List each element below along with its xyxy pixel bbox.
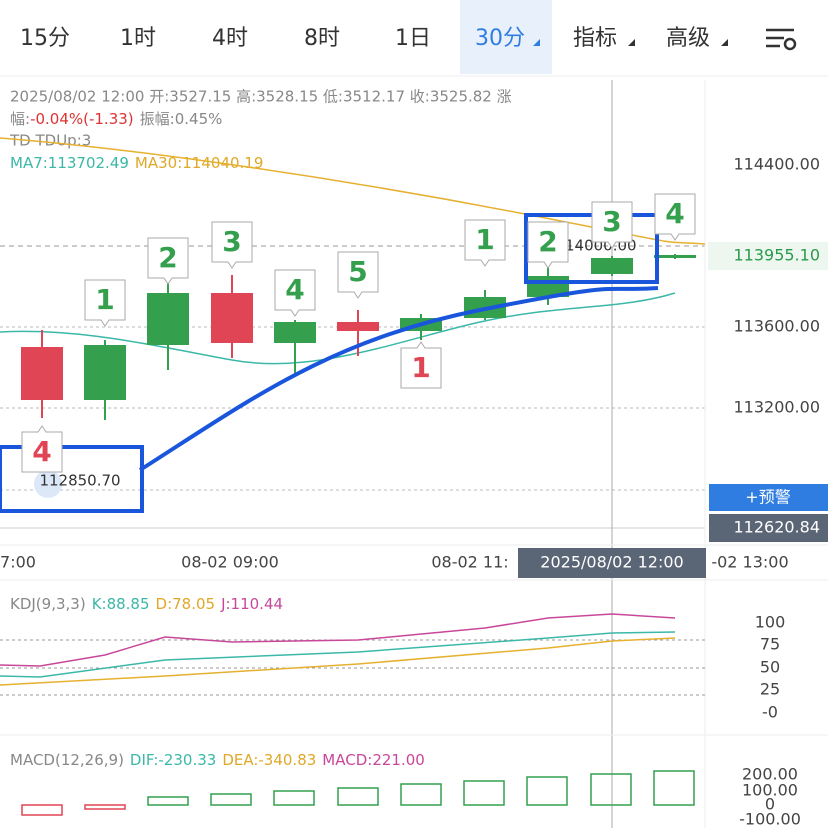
td-box [147,237,189,285]
ma30-line [0,137,706,245]
crosshair-time-bg [518,548,706,578]
td-label: 5 [348,255,367,288]
macd-info: MACD(12,26,9) DIF:-230.33 DEA:-340.83 MACD:… [10,751,425,769]
marker-dot [34,470,62,498]
candle-body [591,258,633,274]
macd-bar [463,780,505,806]
ma7-line [0,292,676,365]
tab[interactable]: 高级 [666,26,710,51]
kdj-tick: 25 [760,680,780,699]
td-box [464,219,506,267]
td-box [21,425,63,473]
kdj-j-line [0,613,676,667]
tab[interactable]: 8时 [304,26,340,51]
kdj-info: KDJ(9,3,3) K:88.85 D:78.05 J:110.44 [10,595,283,613]
candle-body [337,322,379,331]
current-price: 113955.10 [733,246,820,265]
tab[interactable]: 1时 [120,26,156,51]
td-label: 3 [602,205,621,238]
kdj-tick: 100 [755,613,786,632]
td-labels: 4 1 2 3 4 5 1 1 2 3 4 [21,193,696,473]
crosshair-price: 112620.84 [733,518,820,537]
td-label: 2 [158,241,177,274]
grid [0,245,705,491]
td-box [591,201,633,249]
drawn-curve [138,286,659,472]
td-box [84,279,126,327]
alert-button-bg[interactable] [709,484,828,511]
candle-body [147,293,189,345]
kdj-k-line [0,631,676,678]
td-label: 3 [222,225,241,258]
price-tick: 113200.00 [733,398,820,417]
alert-button[interactable]: +预警 [745,488,790,507]
macd-tick: 200.00 [742,765,798,784]
macd-bar [273,790,315,806]
tab[interactable]: 1日 [395,26,431,51]
td-label: 4 [285,273,304,306]
td-label: 4 [665,197,684,230]
macd-tick: -100.00 [739,810,801,828]
candle-body [21,347,63,400]
td-box [274,269,316,317]
candle-body [274,322,316,343]
price-tick: 114400.00 [733,155,820,174]
tab-active-bg [460,0,552,74]
td-box [400,341,442,389]
tab-caret [533,39,540,46]
macd-tick: 0 [765,795,775,814]
kdj-d-line [0,637,676,686]
change-info: 幅:-0.04%(-1.33) 振幅:0.45% [10,110,222,128]
crosshair-time: 2025/08/02 12:00 [540,553,683,572]
price-annotation: 112850.70 [39,472,120,490]
macd-bar [21,804,63,816]
kdj-tick: -0 [762,703,778,722]
macd-bar [590,773,632,806]
ohlc-info: 2025/08/02 12:00 开:3527.15 高:3528.15 低:3… [10,88,512,106]
macd-bar [210,793,252,806]
time-tick: 08-02 11: [431,553,508,572]
td-label: 1 [475,223,494,256]
candle-body [211,293,253,343]
td-label: 1 [95,283,114,316]
macd-tick: 100.00 [742,781,798,800]
td-label: 4 [32,435,51,468]
td-box [654,193,696,241]
tab-caret [628,39,635,46]
time-tick: -02 13:00 [711,553,788,572]
candle-body [84,345,126,400]
tab-bar: 15分 1时 4时 8时 1日 30分 指标 高级 [20,26,728,51]
time-tick: 08-02 09:00 [181,553,279,572]
crosshair-price-bg [709,514,828,542]
td-box [337,251,379,299]
td-label: 1 [411,351,430,384]
ma-info: MA7:113702.49 MA30:114040.19 [10,154,263,172]
macd-bar [84,804,126,810]
tab[interactable]: 指标 [573,26,617,51]
kdj-tick: 75 [760,635,780,654]
td-box [527,221,569,269]
tab[interactable]: 4时 [212,26,248,51]
macd-bar [337,787,379,806]
highlight-box [0,445,144,513]
current-price-bg [708,242,828,270]
macd-bar [400,783,442,806]
price-tick: 113600.00 [733,317,820,336]
candle-body [654,255,696,258]
td-label: 2 [538,225,557,258]
tab[interactable]: 15分 [20,26,70,51]
tab[interactable]: 30分 [475,26,525,51]
macd-bar [526,776,568,806]
td-box [211,221,253,269]
macd-bars [21,770,695,816]
macd-bar [147,796,189,806]
macd-bar [653,770,695,806]
settings-icon[interactable] [766,28,797,51]
kdj-tick: 50 [760,658,780,677]
tab-caret [721,39,728,46]
time-tick: 7:00 [0,553,36,572]
